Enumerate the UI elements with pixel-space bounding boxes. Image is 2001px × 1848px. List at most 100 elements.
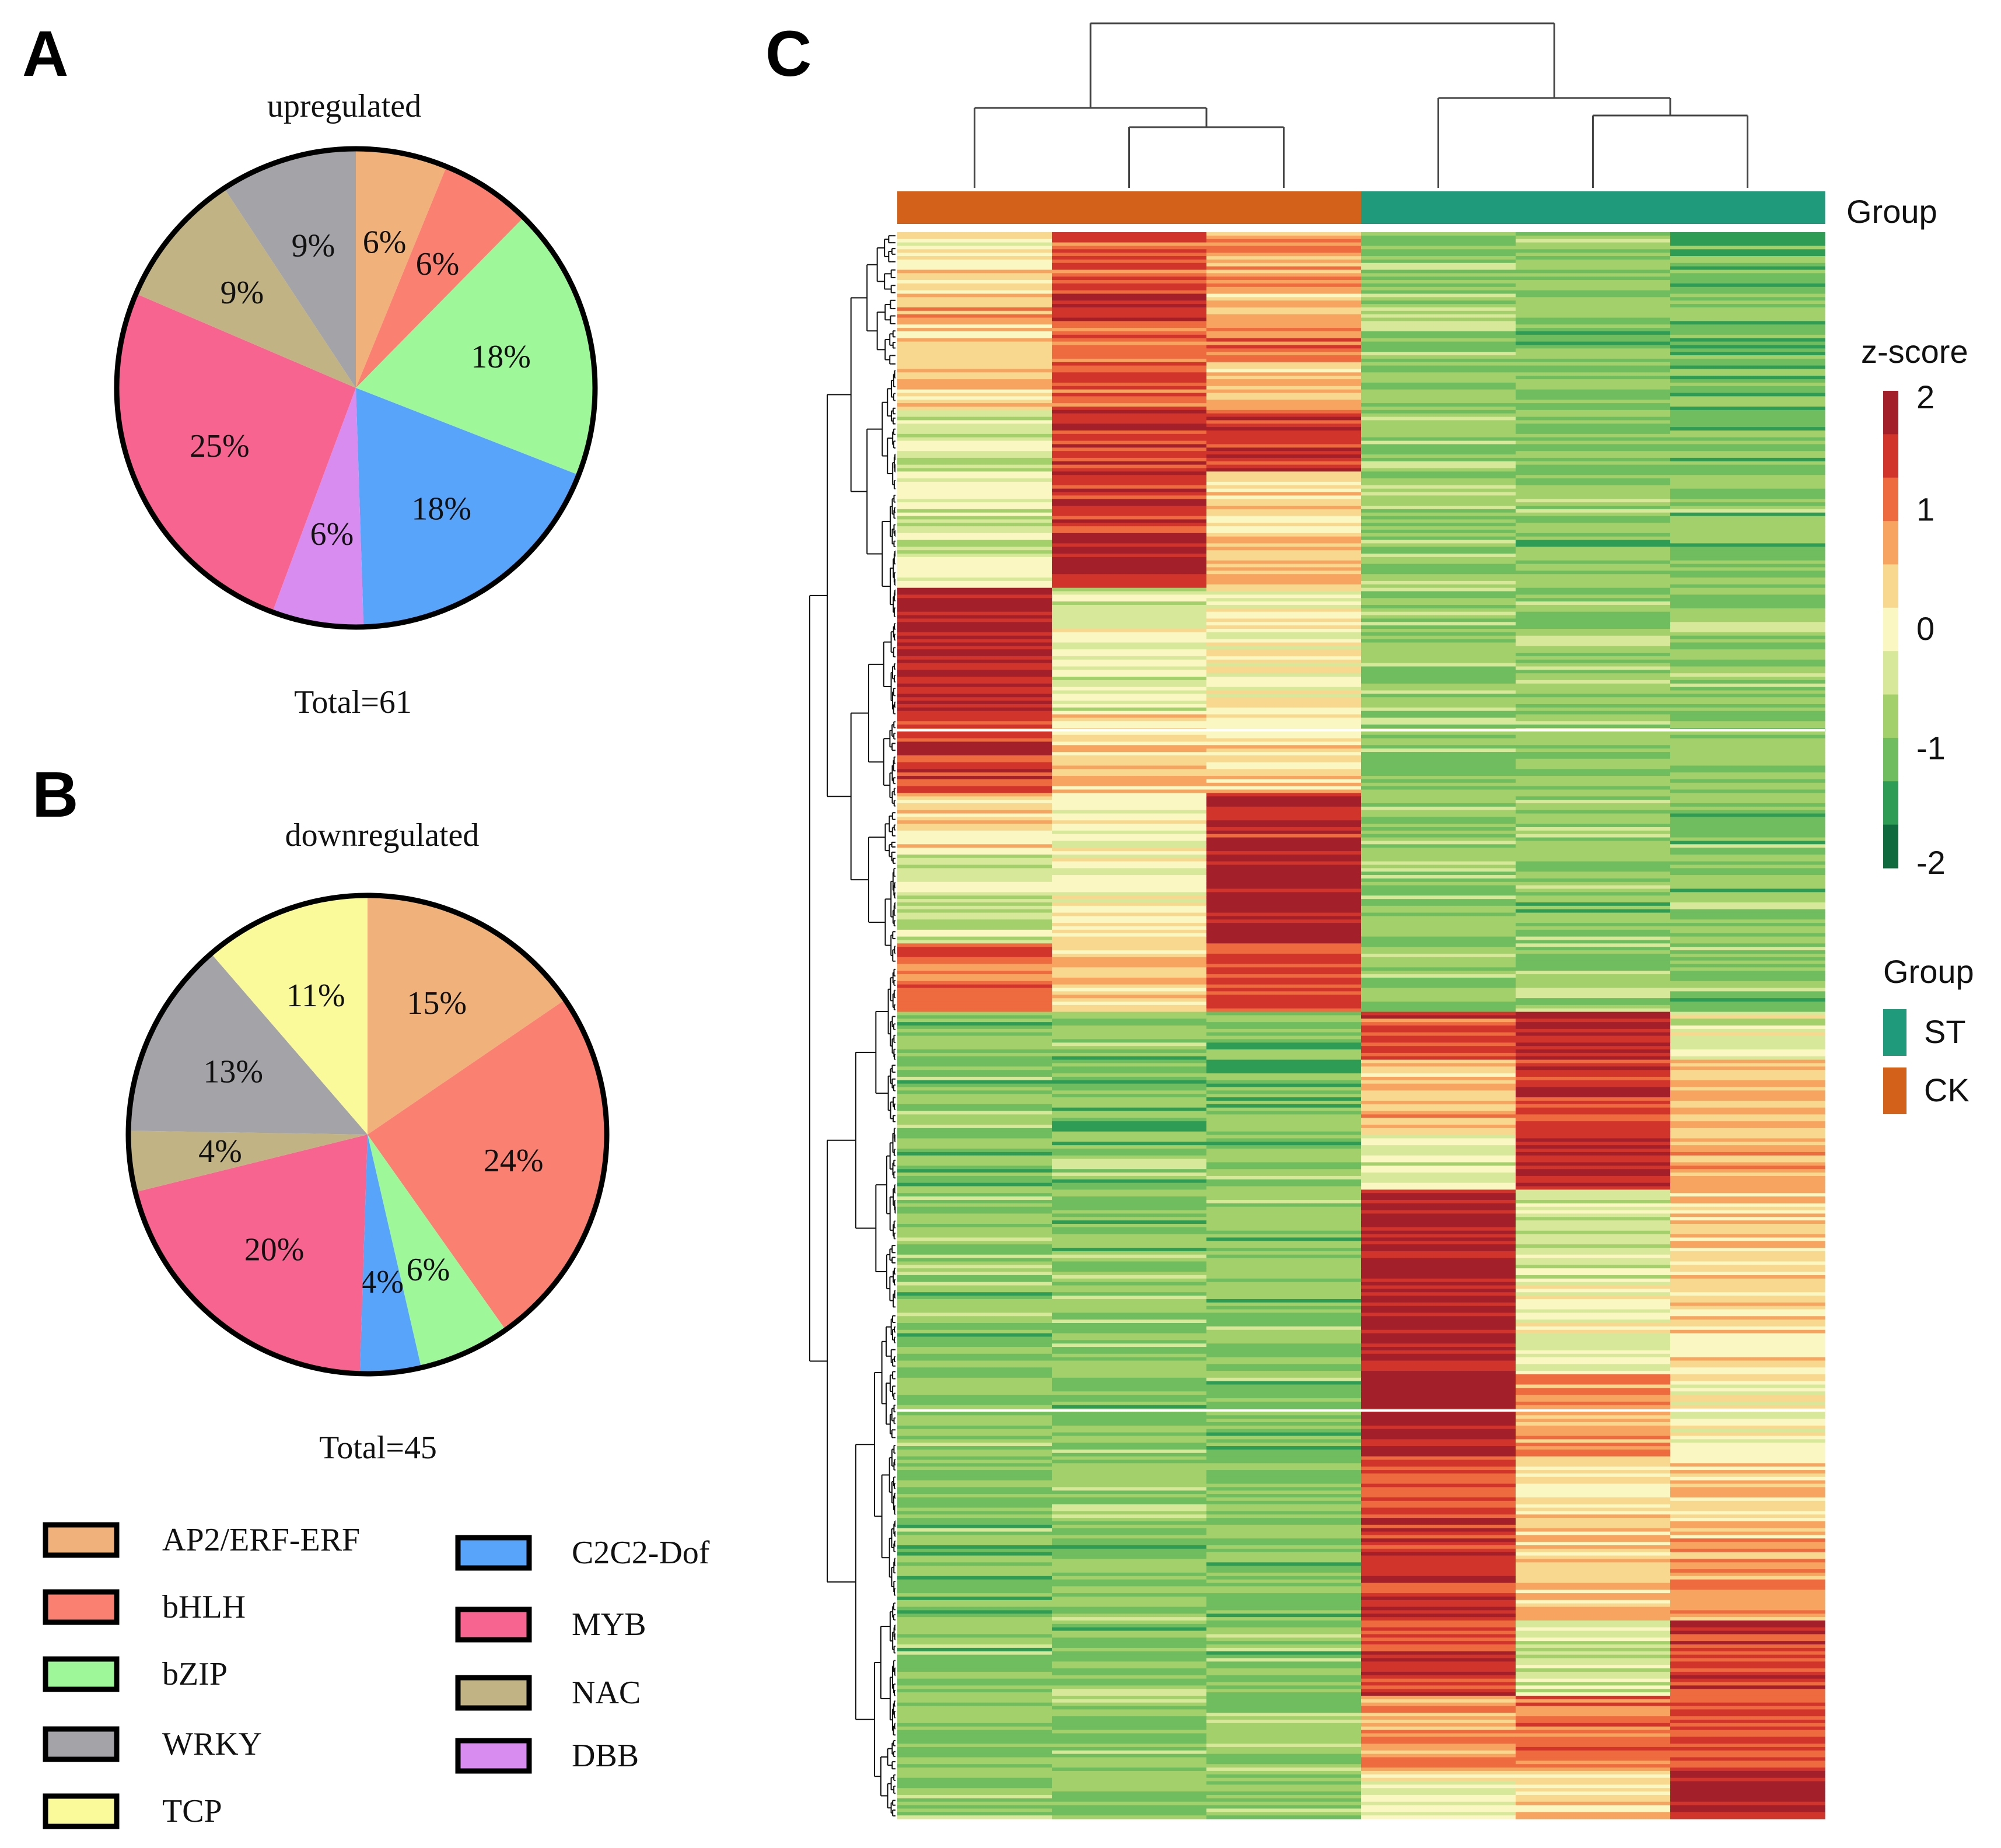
heatmap-cell bbox=[1052, 547, 1207, 551]
heatmap-cell bbox=[1516, 1360, 1671, 1364]
heatmap-cell bbox=[897, 1049, 1052, 1054]
heatmap-cell bbox=[1670, 536, 1825, 541]
heatmap-cell bbox=[1052, 1473, 1207, 1478]
heatmap-cell bbox=[1516, 1791, 1671, 1796]
heatmap-cell bbox=[1361, 1405, 1516, 1409]
heatmap-cell bbox=[1052, 1285, 1207, 1289]
heatmap-cell bbox=[1052, 393, 1207, 397]
heatmap-cell bbox=[1516, 1278, 1671, 1283]
heatmap-cell bbox=[1670, 567, 1825, 571]
heatmap-cell bbox=[1206, 369, 1362, 373]
heatmap-cell bbox=[897, 1189, 1052, 1194]
heatmap-cell bbox=[1670, 861, 1825, 866]
heatmap-cell bbox=[897, 433, 1052, 438]
heatmap-cell bbox=[1206, 697, 1362, 701]
heatmap-cell bbox=[1361, 1665, 1516, 1669]
heatmap-cell bbox=[897, 864, 1052, 869]
heatmap-cell bbox=[1670, 526, 1825, 530]
heatmap-cell bbox=[897, 1678, 1052, 1683]
heatmap-cell bbox=[1052, 1572, 1207, 1577]
heatmap-cell bbox=[1206, 1296, 1362, 1300]
heatmap-cell bbox=[1670, 317, 1825, 322]
heatmap-cell bbox=[1670, 1689, 1825, 1693]
heatmap-cell bbox=[1361, 601, 1516, 606]
heatmap-cell bbox=[897, 1768, 1052, 1772]
pie-legend: AP2/ERF-ERFbHLHbZIPWRKYTCPC2C2-DofMYBNAC… bbox=[43, 1522, 710, 1829]
heatmap-cell bbox=[897, 578, 1052, 582]
heatmap-cell bbox=[1516, 1720, 1671, 1724]
heatmap-cell bbox=[1052, 1292, 1207, 1296]
heatmap-cell bbox=[897, 1746, 1052, 1751]
heatmap-cell bbox=[1516, 872, 1671, 876]
heatmap-cell bbox=[897, 971, 1052, 975]
heatmap-cell bbox=[1670, 239, 1825, 243]
heatmap-cell bbox=[1052, 543, 1207, 547]
heatmap-cell bbox=[1670, 406, 1825, 411]
heatmap-cell bbox=[1052, 516, 1207, 520]
heatmap-cell bbox=[1361, 574, 1516, 578]
heatmap-cell bbox=[1052, 341, 1207, 346]
heatmap-cell bbox=[897, 331, 1052, 335]
heatmap-cell bbox=[1516, 701, 1671, 705]
heatmap-cell bbox=[897, 1514, 1052, 1518]
heatmap-cell bbox=[1206, 1329, 1362, 1334]
heatmap-cell bbox=[1206, 677, 1362, 681]
heatmap-cell bbox=[1670, 960, 1825, 965]
heatmap-cell bbox=[1670, 1039, 1825, 1043]
heatmap-cell bbox=[897, 1452, 1052, 1457]
heatmap-cell bbox=[1206, 673, 1362, 677]
heatmap-cell bbox=[1361, 984, 1516, 989]
heatmap-cell bbox=[1206, 608, 1362, 612]
heatmap-cell bbox=[897, 1542, 1052, 1546]
heatmap-cell bbox=[1516, 584, 1671, 589]
heatmap-cell bbox=[897, 1716, 1052, 1720]
heatmap-cell bbox=[1052, 940, 1207, 944]
heatmap-cell bbox=[1516, 677, 1671, 681]
heatmap-cell bbox=[1052, 1770, 1207, 1775]
heatmap-cell bbox=[1206, 461, 1362, 466]
heatmap-cell bbox=[1516, 297, 1671, 301]
heatmap-cell bbox=[897, 1107, 1052, 1112]
heatmap-cell bbox=[1052, 1757, 1207, 1761]
heatmap-cell bbox=[897, 618, 1052, 622]
heatmap-cell bbox=[1206, 1395, 1362, 1399]
heatmap-cell bbox=[1206, 454, 1362, 459]
heatmap-cell bbox=[1361, 1094, 1516, 1098]
heatmap-cell bbox=[1516, 502, 1671, 506]
heatmap-cell bbox=[1670, 276, 1825, 281]
heatmap-cell bbox=[1206, 235, 1362, 240]
heatmap-cell bbox=[1670, 1436, 1825, 1440]
heatmap-cell bbox=[1361, 1548, 1516, 1553]
heatmap-cell bbox=[1670, 1610, 1825, 1614]
heatmap-cell bbox=[1670, 587, 1825, 592]
heatmap-cell bbox=[897, 376, 1052, 380]
heatmap-cell bbox=[1361, 293, 1516, 298]
heatmap-cell bbox=[1052, 618, 1207, 622]
heatmap-cell bbox=[897, 1744, 1052, 1748]
heatmap-cell bbox=[1052, 1265, 1207, 1269]
heatmap-cell bbox=[897, 707, 1052, 712]
heatmap-cell bbox=[1361, 1521, 1516, 1525]
heatmap-cell bbox=[1516, 1473, 1671, 1478]
heatmap-cell bbox=[1052, 495, 1207, 499]
heatmap-cell bbox=[897, 262, 1052, 267]
heatmap-cell bbox=[1206, 964, 1362, 968]
heatmap-cell bbox=[897, 1456, 1052, 1461]
heatmap-cell bbox=[1670, 1439, 1825, 1443]
heatmap-cell bbox=[1361, 1808, 1516, 1812]
heatmap-cell bbox=[1361, 540, 1516, 544]
heatmap-cell bbox=[1670, 1070, 1825, 1074]
heatmap-cell bbox=[897, 280, 1052, 284]
heatmap-cell bbox=[1206, 270, 1362, 274]
heatmap-cell bbox=[1516, 1336, 1671, 1340]
heatmap-cell bbox=[1516, 1490, 1671, 1494]
heatmap-cell bbox=[1361, 1199, 1516, 1204]
heatmap-cell bbox=[1206, 1770, 1362, 1775]
heatmap-cell bbox=[1052, 813, 1207, 818]
heatmap-cell bbox=[1052, 523, 1207, 527]
heatmap-cell bbox=[1206, 1388, 1362, 1392]
heatmap-cell bbox=[1206, 1272, 1362, 1276]
heatmap-cell bbox=[897, 1090, 1052, 1094]
heatmap-cell bbox=[1052, 1186, 1207, 1190]
heatmap-cell bbox=[1361, 1138, 1516, 1142]
